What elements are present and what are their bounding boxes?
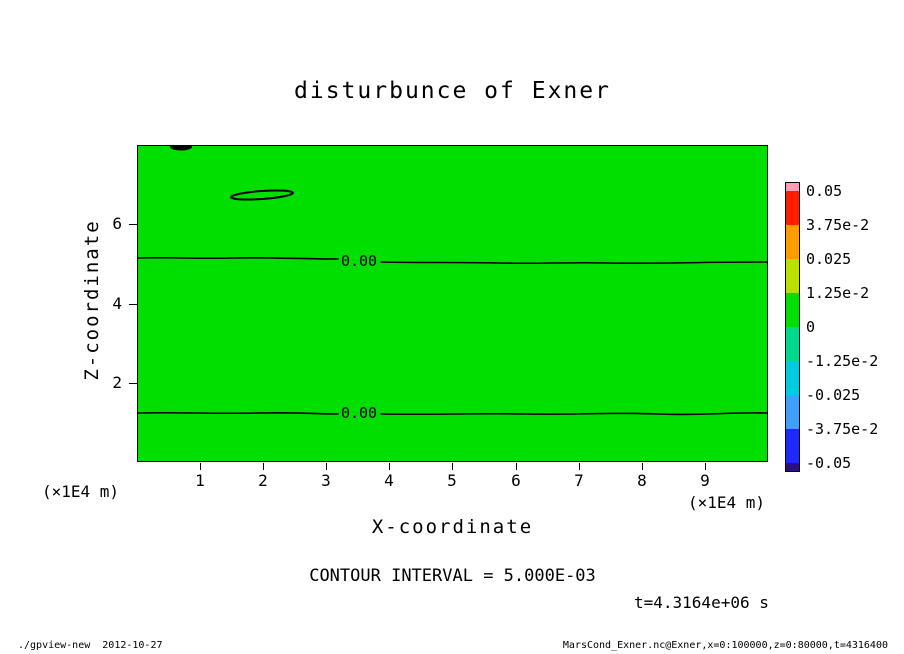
x-tick-label: 9	[700, 471, 710, 490]
colorbar-label: 0.05	[806, 182, 843, 200]
colorbar-cell	[786, 429, 799, 463]
contour-label-upper: 0.00	[341, 252, 377, 270]
x-axis-label: X-coordinate	[371, 516, 534, 538]
colorbar-label: -0.025	[806, 386, 861, 404]
colorbar-cell	[786, 191, 799, 225]
z-tick	[129, 304, 137, 305]
x-tick	[326, 463, 327, 470]
x-tick-label: 2	[258, 471, 268, 490]
x-tick-label: 8	[637, 471, 647, 490]
x-tick-label: 3	[321, 471, 331, 490]
colorbar-label: 0.025	[806, 250, 852, 268]
colorbar-label: 1.25e-2	[806, 284, 870, 302]
x-tick	[389, 463, 390, 470]
x-tick	[263, 463, 264, 470]
footer-program-info: ./gpview-new 2012-10-27	[18, 640, 163, 651]
contour-interval-note: CONTOUR INTERVAL = 5.000E-03	[309, 566, 596, 586]
x-axis-unit: (×1E4 m)	[688, 493, 766, 512]
z-tick	[129, 224, 137, 225]
plot-title: disturbunce of Exner	[294, 78, 611, 104]
z-tick-label: 6	[112, 214, 122, 233]
colorbar-cell	[786, 259, 799, 293]
x-tick	[579, 463, 580, 470]
colorbar-cell	[786, 225, 799, 259]
footer-file-info: MarsCond_Exner.nc@Exner,x=0:100000,z=0:8…	[562, 640, 888, 651]
contour-label-lower: 0.00	[341, 404, 377, 422]
z-axis-unit: (×1E4 m)	[42, 482, 120, 501]
x-tick-label: 6	[511, 471, 521, 490]
x-tick	[516, 463, 517, 470]
colorbar-label: -1.25e-2	[806, 352, 879, 370]
x-tick-label: 7	[574, 471, 584, 490]
z-tick-label: 2	[112, 373, 122, 392]
colorbar-label: 3.75e-2	[806, 216, 870, 234]
zero-contour-lower-right	[380, 412, 767, 416]
colorbar-cell	[786, 463, 799, 471]
colorbar-cell	[786, 183, 799, 191]
colorbar-label: 0	[806, 318, 816, 336]
colorbar	[785, 182, 800, 472]
z-axis-label: Z-coordinate	[81, 219, 103, 381]
colorbar-label: -0.05	[806, 454, 852, 472]
x-tick-label: 4	[384, 471, 394, 490]
time-annotation: t=4.3164e+06 s	[634, 593, 769, 612]
z-tick-label: 4	[112, 294, 122, 313]
x-tick	[452, 463, 453, 470]
colorbar-cell	[786, 293, 799, 327]
colorbar-label: -3.75e-2	[806, 420, 879, 438]
colorbar-cell	[786, 395, 799, 429]
x-tick	[200, 463, 201, 470]
x-tick-label: 1	[195, 471, 205, 490]
x-tick	[705, 463, 706, 470]
closed-zero-contour	[230, 189, 294, 201]
colorbar-cell	[786, 361, 799, 395]
colorbar-cell	[786, 327, 799, 361]
x-tick	[642, 463, 643, 470]
zero-contour-upper-right	[380, 261, 767, 265]
boundary-contour-blob	[170, 146, 192, 151]
x-tick-label: 5	[447, 471, 457, 490]
z-tick	[129, 383, 137, 384]
zero-contour-lower-left	[138, 411, 339, 415]
contour-layer: 0.00 0.00	[138, 146, 767, 422]
plot-area: 0.00 0.00	[137, 145, 768, 462]
zero-contour-upper-left	[138, 256, 339, 260]
